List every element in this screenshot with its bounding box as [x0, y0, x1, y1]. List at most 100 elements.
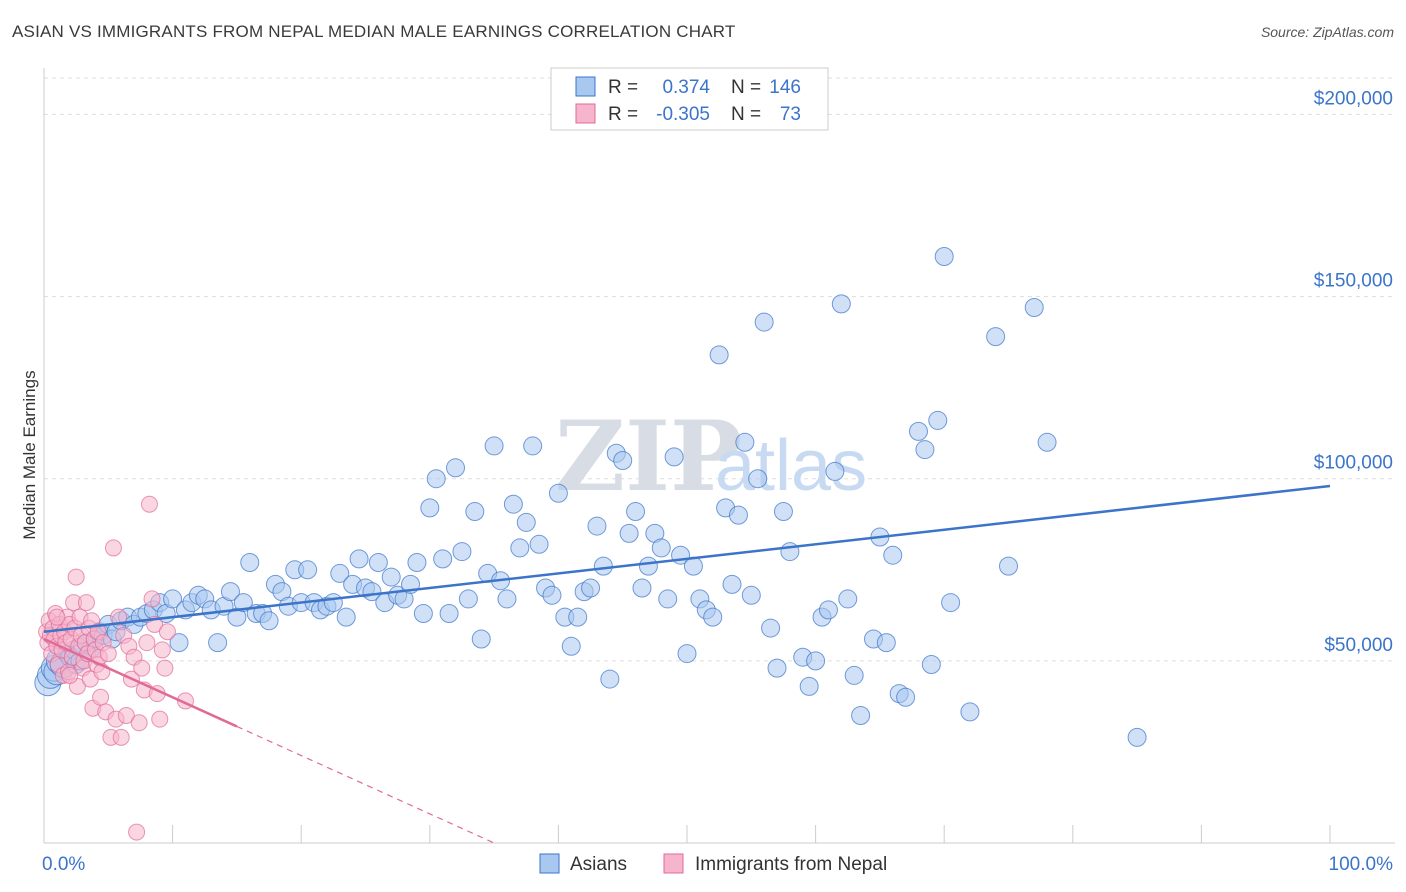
asians-point: [568, 607, 588, 627]
y-tick-label: $200,000: [1314, 88, 1393, 109]
asians-point: [523, 436, 543, 456]
y-tick-labels: $50,000 $100,000 $150,000 $200,000: [1314, 88, 1393, 655]
asians-point: [844, 665, 864, 685]
asians-point: [1127, 727, 1147, 747]
asians-point: [240, 553, 260, 572]
legend-swatch-nepal: [575, 103, 596, 124]
asians-point: [658, 589, 678, 609]
y-tick-label: $150,000: [1314, 271, 1393, 292]
nepal-point: [92, 688, 110, 706]
asians-point: [677, 644, 697, 664]
asians-point: [941, 593, 961, 613]
y-axis-title: Median Male Earnings: [20, 370, 39, 539]
asians-point: [600, 669, 620, 689]
asians-point: [323, 593, 343, 613]
asians-point: [908, 421, 928, 441]
legend-r-label-2: R =: [608, 104, 638, 125]
nepal-point: [138, 634, 156, 652]
nepal-point: [99, 645, 117, 663]
chart-title: ASIAN VS IMMIGRANTS FROM NEPAL MEDIAN MA…: [12, 22, 736, 41]
nepal-point: [153, 641, 171, 659]
asians-point: [799, 676, 819, 696]
asians-point: [986, 327, 1006, 347]
nepal-point: [48, 608, 66, 626]
asians-point: [330, 563, 350, 583]
bottom-legend-asians: Asians: [570, 854, 627, 875]
nepal-point: [110, 608, 128, 626]
nepal-point: [128, 823, 146, 841]
asians-point: [446, 458, 466, 478]
nepal-points: [38, 495, 194, 841]
asians-point: [825, 461, 845, 481]
asians-point: [510, 538, 530, 558]
watermark-zip: ZIP: [555, 400, 742, 513]
asians-point: [220, 582, 240, 602]
x-tick-label-max: 100.0%: [1329, 854, 1394, 875]
nepal-point: [61, 666, 79, 684]
bottom-legend-nepal: Immigrants from Nepal: [695, 854, 887, 875]
asians-point: [619, 523, 639, 543]
grid-lines: [44, 77, 1395, 662]
asians-point: [754, 312, 774, 332]
legend-n-label-2: N =: [731, 104, 761, 125]
asians-point: [259, 611, 279, 631]
asians-point: [638, 556, 658, 576]
asians-point: [426, 469, 446, 489]
legend-r-value-1: 0.374: [662, 77, 710, 98]
nepal-point: [77, 594, 95, 612]
y-tick-label: $50,000: [1324, 635, 1393, 656]
asians-point: [651, 538, 671, 558]
nepal-point: [130, 714, 148, 732]
asians-point: [407, 553, 427, 572]
nepal-trend-extension: [236, 725, 495, 844]
asians-point: [831, 294, 851, 314]
nepal-point: [133, 659, 151, 677]
legend-r-value-2: -0.305: [656, 104, 710, 125]
asians-point: [529, 534, 549, 554]
asians-point: [934, 247, 954, 266]
asians-point: [503, 494, 523, 514]
bottom-legend-swatch-asians: [539, 853, 560, 874]
nepal-point: [156, 659, 174, 677]
asians-point: [587, 516, 607, 536]
asians-point: [851, 706, 871, 725]
asians-point: [208, 633, 228, 653]
asians-point: [1037, 432, 1057, 452]
asians-point: [561, 636, 581, 656]
nepal-point: [117, 707, 135, 724]
bottom-legend: Asians Immigrants from Nepal: [539, 853, 887, 875]
asians-point: [928, 410, 948, 430]
nepal-trend-line: [43, 637, 238, 728]
legend-r-label-1: R =: [608, 77, 638, 98]
asians-point: [703, 607, 723, 627]
nepal-point: [140, 495, 158, 513]
asians-point: [960, 702, 980, 722]
asians-point: [773, 502, 793, 521]
asians-point: [741, 585, 761, 605]
asians-point: [349, 549, 369, 569]
asians-point: [542, 585, 562, 605]
nepal-point: [158, 623, 176, 641]
legend-n-value-2: 73: [780, 104, 801, 125]
asians-point: [368, 553, 388, 572]
asians-point: [722, 574, 742, 594]
axes: [43, 68, 1395, 844]
watermark: ZIP atlas: [555, 400, 867, 513]
asians-point: [336, 607, 356, 627]
asians-point: [818, 600, 838, 620]
asians-trend-line: [43, 484, 1331, 633]
asians-point: [298, 560, 318, 580]
trend-lines: [43, 484, 1331, 844]
nepal-point: [151, 710, 169, 728]
asians-point: [626, 502, 646, 521]
asians-point: [728, 505, 748, 525]
asians-point: [593, 556, 613, 576]
asians-points: [34, 247, 1147, 747]
nepal-point: [67, 568, 85, 586]
asians-point: [1024, 298, 1044, 317]
asians-point: [497, 589, 517, 609]
asians-point: [471, 629, 491, 649]
asians-point: [452, 542, 472, 562]
nepal-point: [112, 728, 130, 746]
